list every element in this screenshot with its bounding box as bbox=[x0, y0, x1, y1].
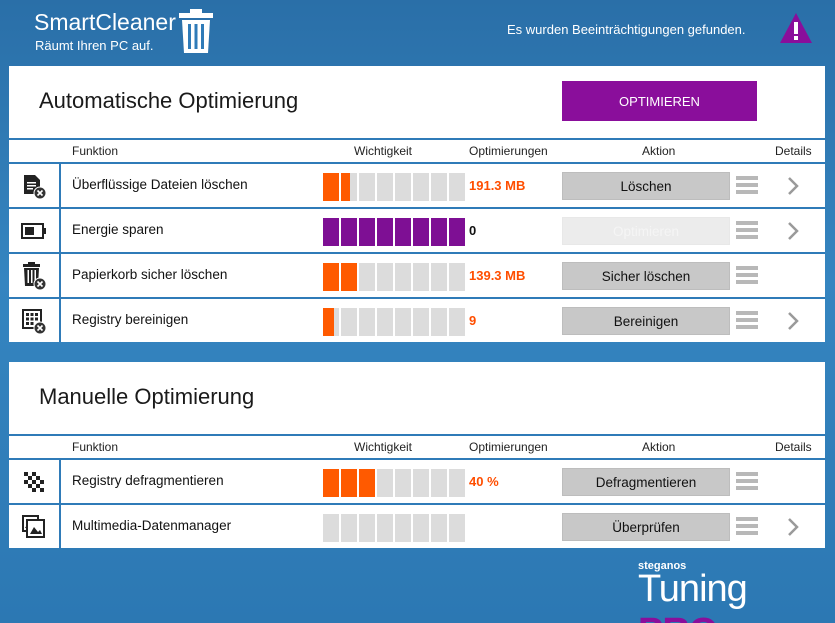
app-title: SmartCleaner bbox=[34, 9, 176, 35]
col-funktion: Funktion bbox=[72, 440, 119, 454]
registry-delete-icon bbox=[22, 308, 47, 334]
optimization-value: 0 bbox=[469, 223, 477, 238]
defrag-icon bbox=[24, 471, 44, 492]
file-delete-icon bbox=[24, 174, 47, 199]
function-label: Registry defragmentieren bbox=[72, 473, 224, 488]
function-label: Multimedia-Datenmanager bbox=[72, 518, 232, 533]
trash-delete-icon bbox=[23, 261, 47, 290]
trash-logo-icon bbox=[179, 9, 213, 53]
chevron-right-icon[interactable] bbox=[787, 176, 799, 196]
delete-button[interactable]: Löschen bbox=[562, 172, 730, 200]
manual-optimization-panel: Manuelle Optimierung Funktion Wichtigkei… bbox=[9, 362, 825, 548]
column-header: Funktion Wichtigkeit Optimierungen Aktio… bbox=[9, 434, 825, 458]
warning-text: Es wurden Beeinträchtigungen gefunden. bbox=[507, 22, 746, 37]
images-icon bbox=[22, 514, 45, 538]
function-label: Papierkorb sicher löschen bbox=[72, 267, 228, 282]
check-button[interactable]: Überprüfen bbox=[562, 513, 730, 541]
optimization-value: 40 % bbox=[469, 474, 499, 489]
defragment-button[interactable]: Defragmentieren bbox=[562, 468, 730, 496]
function-label: Überflüssige Dateien löschen bbox=[72, 177, 248, 192]
function-label: Energie sparen bbox=[72, 222, 164, 237]
hamburger-menu-icon[interactable] bbox=[736, 266, 758, 286]
manual-section-title: Manuelle Optimierung bbox=[39, 384, 255, 409]
col-optimierungen: Optimierungen bbox=[469, 440, 548, 454]
table-row: Überflüssige Dateien löschen 191.3 MB Lö… bbox=[9, 162, 825, 207]
table-row: Papierkorb sicher löschen 139.3 MB Siche… bbox=[9, 252, 825, 297]
col-wichtigkeit: Wichtigkeit bbox=[354, 440, 413, 454]
optimize-button[interactable]: OPTIMIEREN bbox=[562, 81, 757, 121]
hamburger-menu-icon[interactable] bbox=[736, 221, 758, 241]
col-optimierungen: Optimierungen bbox=[469, 144, 548, 158]
chevron-right-icon[interactable] bbox=[787, 221, 799, 241]
auto-optimization-panel: Automatische Optimierung OPTIMIEREN Funk… bbox=[9, 66, 825, 342]
col-aktion: Aktion bbox=[642, 144, 676, 158]
brand-product: Tuning bbox=[638, 568, 748, 610]
hamburger-menu-icon[interactable] bbox=[736, 517, 758, 537]
importance-bar bbox=[323, 173, 465, 201]
hamburger-menu-icon[interactable] bbox=[736, 176, 758, 196]
hamburger-menu-icon[interactable] bbox=[736, 472, 758, 492]
importance-bar bbox=[323, 308, 465, 336]
optimization-value: 139.3 MB bbox=[469, 268, 526, 283]
brand-logo: Tuning PRO bbox=[638, 568, 835, 623]
function-label: Registry bereinigen bbox=[72, 312, 189, 327]
table-row: Multimedia-Datenmanager Überprüfen bbox=[9, 503, 825, 548]
clean-button[interactable]: Bereinigen bbox=[562, 307, 730, 335]
app-subtitle: Räumt Ihren PC auf. bbox=[35, 38, 154, 53]
importance-bar bbox=[323, 469, 465, 497]
col-details: Details bbox=[775, 144, 812, 158]
warning-icon[interactable] bbox=[779, 12, 813, 44]
column-header: Funktion Wichtigkeit Optimierungen Aktio… bbox=[9, 138, 825, 162]
battery-icon bbox=[21, 222, 46, 239]
optimization-value: 9 bbox=[469, 313, 477, 328]
chevron-right-icon[interactable] bbox=[787, 311, 799, 331]
hamburger-menu-icon[interactable] bbox=[736, 311, 758, 331]
optimize-row-button[interactable]: Optimieren bbox=[562, 217, 730, 245]
col-wichtigkeit: Wichtigkeit bbox=[354, 144, 413, 158]
brand-edition: PRO bbox=[638, 611, 718, 623]
table-row: Registry bereinigen 9 Bereinigen bbox=[9, 297, 825, 342]
brand-company: steganos bbox=[638, 560, 687, 572]
importance-bar bbox=[323, 218, 465, 246]
optimization-value: 191.3 MB bbox=[469, 178, 526, 193]
importance-bar bbox=[323, 514, 465, 542]
table-row: Registry defragmentieren 40 % Defragment… bbox=[9, 458, 825, 503]
table-row: Energie sparen 0 Optimieren bbox=[9, 207, 825, 252]
col-aktion: Aktion bbox=[642, 440, 676, 454]
secure-delete-button[interactable]: Sicher löschen bbox=[562, 262, 730, 290]
chevron-right-icon[interactable] bbox=[787, 517, 799, 537]
importance-bar bbox=[323, 263, 465, 291]
col-details: Details bbox=[775, 440, 812, 454]
auto-section-title: Automatische Optimierung bbox=[39, 88, 299, 113]
col-funktion: Funktion bbox=[72, 144, 119, 158]
